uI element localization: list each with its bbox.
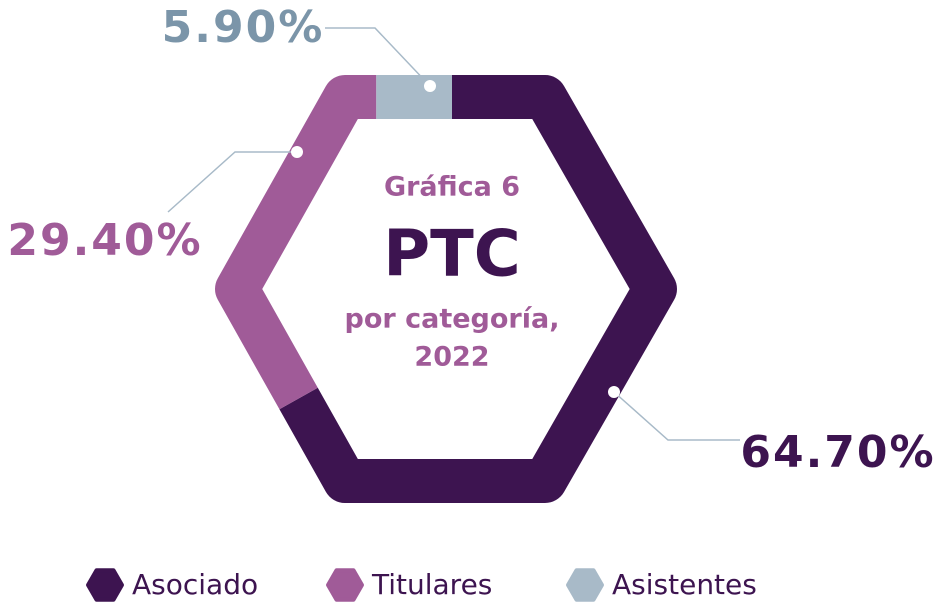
chart-subtitle: por categoría, (345, 304, 560, 335)
legend-swatch (86, 568, 124, 602)
value-label: 29.40% (7, 215, 202, 266)
legend-label: Asociado (132, 568, 258, 601)
value-label: 64.70% (740, 427, 935, 478)
legend-swatch (566, 568, 604, 602)
value-label: 5.90% (162, 2, 325, 53)
legend-swatch (326, 568, 364, 602)
leader-dot (424, 80, 436, 92)
chart-subtitle: 2022 (414, 342, 489, 373)
leader-line (167, 151, 297, 213)
legend-label: Titulares (371, 568, 492, 601)
leader-dot (608, 386, 620, 398)
leader-line (613, 391, 740, 441)
chart-label: Gráfica 6 (384, 172, 520, 203)
ring-segment (215, 75, 677, 503)
chart-title: PTC (383, 218, 521, 292)
leader-dot (291, 146, 303, 158)
ring-segment (215, 75, 677, 503)
leader-line (325, 27, 431, 87)
legend-label: Asistentes (612, 568, 757, 601)
ring (215, 75, 677, 503)
